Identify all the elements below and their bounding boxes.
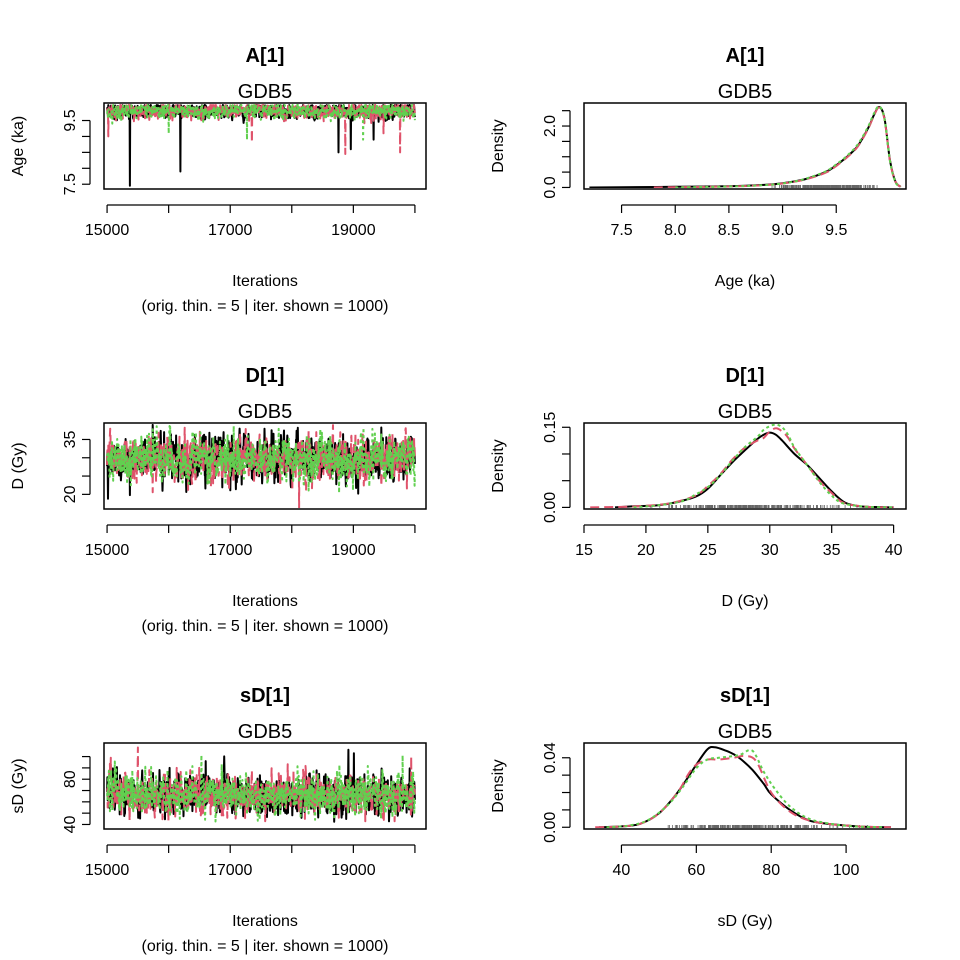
x-tick-label: 15000 [85,542,130,559]
x-tick-label: 17000 [208,542,253,559]
panel-subtitle: GDB5 [238,721,292,743]
panel-title: sD[1] [720,685,770,707]
x-tick-label: 19000 [331,542,376,559]
panel-1: A[1] GDB5 15000 17000 19000 7.5 9.5 Iterations (… [10,45,427,315]
y-tick-label: 0.00 [542,812,559,843]
panel-subtitle: GDB5 [718,721,772,743]
panel-subtitle: GDB5 [718,81,772,103]
y-tick-label: 2.0 [542,115,559,137]
y-axis-title: Density [490,759,507,812]
y-tick-label: 80 [62,770,79,788]
x-axis-title: sD (Gy) [717,913,772,930]
panel-title: sD[1] [240,685,290,707]
x-tick-label: 17000 [208,222,253,239]
x-axis-title: Age (ka) [715,273,775,290]
y-axis-title: Density [490,119,507,172]
x-tick-label: 40 [885,542,903,559]
trace-line-chain-3 [106,425,416,494]
panel-title: A[1] [726,45,765,67]
density-line-chain-3 [606,748,884,828]
x-tick-label: 8.0 [664,222,686,239]
x-tick-label: 19000 [331,862,376,879]
trace-line-chain-3 [106,104,416,141]
panel-title: D[1] [726,365,765,387]
plot-frame [103,102,427,190]
y-tick-label: 0.0 [542,176,559,198]
y-tick-label: 0.00 [542,492,559,523]
x-axis-subtitle: (orig. thin. = 5 | iter. shown = 1000) [142,298,389,315]
y-tick-label: 9.5 [62,109,79,131]
density-line-chain-1 [614,431,894,508]
x-tick-label: 7.5 [610,222,632,239]
plot-area [595,746,892,828]
plot-frame [583,422,907,510]
panel-subtitle: GDB5 [238,81,292,103]
x-tick-label: 60 [687,862,705,879]
x-tick-label: 20 [637,542,655,559]
y-axis-title: sD (Gy) [10,758,27,813]
x-tick-label: 35 [823,542,841,559]
panel-title: D[1] [246,365,285,387]
plot-area [106,104,416,187]
density-line-chain-2 [595,754,892,828]
x-axis-subtitle: (orig. thin. = 5 | iter. shown = 1000) [142,938,389,955]
x-tick-label: 8.5 [718,222,740,239]
panel-2: A[1] GDB5 7.5 8.0 8.5 9.0 9.5 0.0 2.0 Age (ka) Den… [490,45,907,290]
x-axis-title: Iterations [232,273,298,290]
panel-3: D[1] GDB5 15000 17000 19000 20 35 Iterations (or… [10,365,427,635]
panel-subtitle: GDB5 [238,401,292,423]
x-axis-title: Iterations [232,913,298,930]
y-axis-title: D (Gy) [10,442,27,489]
plot-area [106,746,416,823]
y-axis-title: Density [490,439,507,492]
plot-frame [103,742,427,830]
x-tick-label: 15 [575,542,593,559]
y-tick-label: 35 [62,430,79,448]
rug [771,185,878,188]
y-tick-label: 0.04 [542,742,559,773]
x-tick-label: 100 [833,862,860,879]
x-tick-label: 40 [613,862,631,879]
x-tick-label: 19000 [331,222,376,239]
y-tick-label: 7.5 [62,173,79,195]
plot-frame [583,742,907,830]
panel-4: D[1] GDB5 15 20 25 30 35 40 0.00 0.15 D (Gy) Densit… [490,365,907,610]
density-line-chain-2 [653,106,902,188]
density-line-chain-3 [675,105,902,188]
panel-subtitle: GDB5 [718,401,772,423]
rug [649,505,858,508]
trace-line-chain-3 [106,754,416,823]
y-tick-label: 40 [62,815,79,833]
panel-6: sD[1] GDB5 40 60 80 100 0.00 0.04 sD (Gy) Density [490,685,907,930]
plot-area [106,424,416,508]
density-line-chain-2 [590,427,894,508]
x-tick-label: 80 [762,862,780,879]
x-tick-label: 15000 [85,862,130,879]
plot-area [589,105,902,188]
plot-area [590,424,894,508]
x-axis-subtitle: (orig. thin. = 5 | iter. shown = 1000) [142,618,389,635]
y-axis-title: Age (ka) [10,116,27,176]
y-tick-label: 0.15 [542,412,559,443]
plot-frame [583,102,907,190]
density-line-chain-1 [598,746,892,828]
x-axis-title: Iterations [232,593,298,610]
y-tick-label: 20 [62,485,79,503]
panel-title: A[1] [246,45,285,67]
x-tick-label: 9.5 [825,222,847,239]
density-line-chain-1 [589,106,902,188]
density-line-chain-3 [633,424,894,508]
x-tick-label: 9.0 [771,222,793,239]
x-tick-label: 17000 [208,862,253,879]
plot-frame [103,422,427,510]
x-tick-label: 15000 [85,222,130,239]
x-tick-label: 30 [761,542,779,559]
x-tick-label: 25 [699,542,717,559]
rug [667,825,868,828]
panel-5: sD[1] GDB5 15000 17000 19000 40 80 Iterations (o… [10,685,427,955]
x-axis-title: D (Gy) [721,593,768,610]
